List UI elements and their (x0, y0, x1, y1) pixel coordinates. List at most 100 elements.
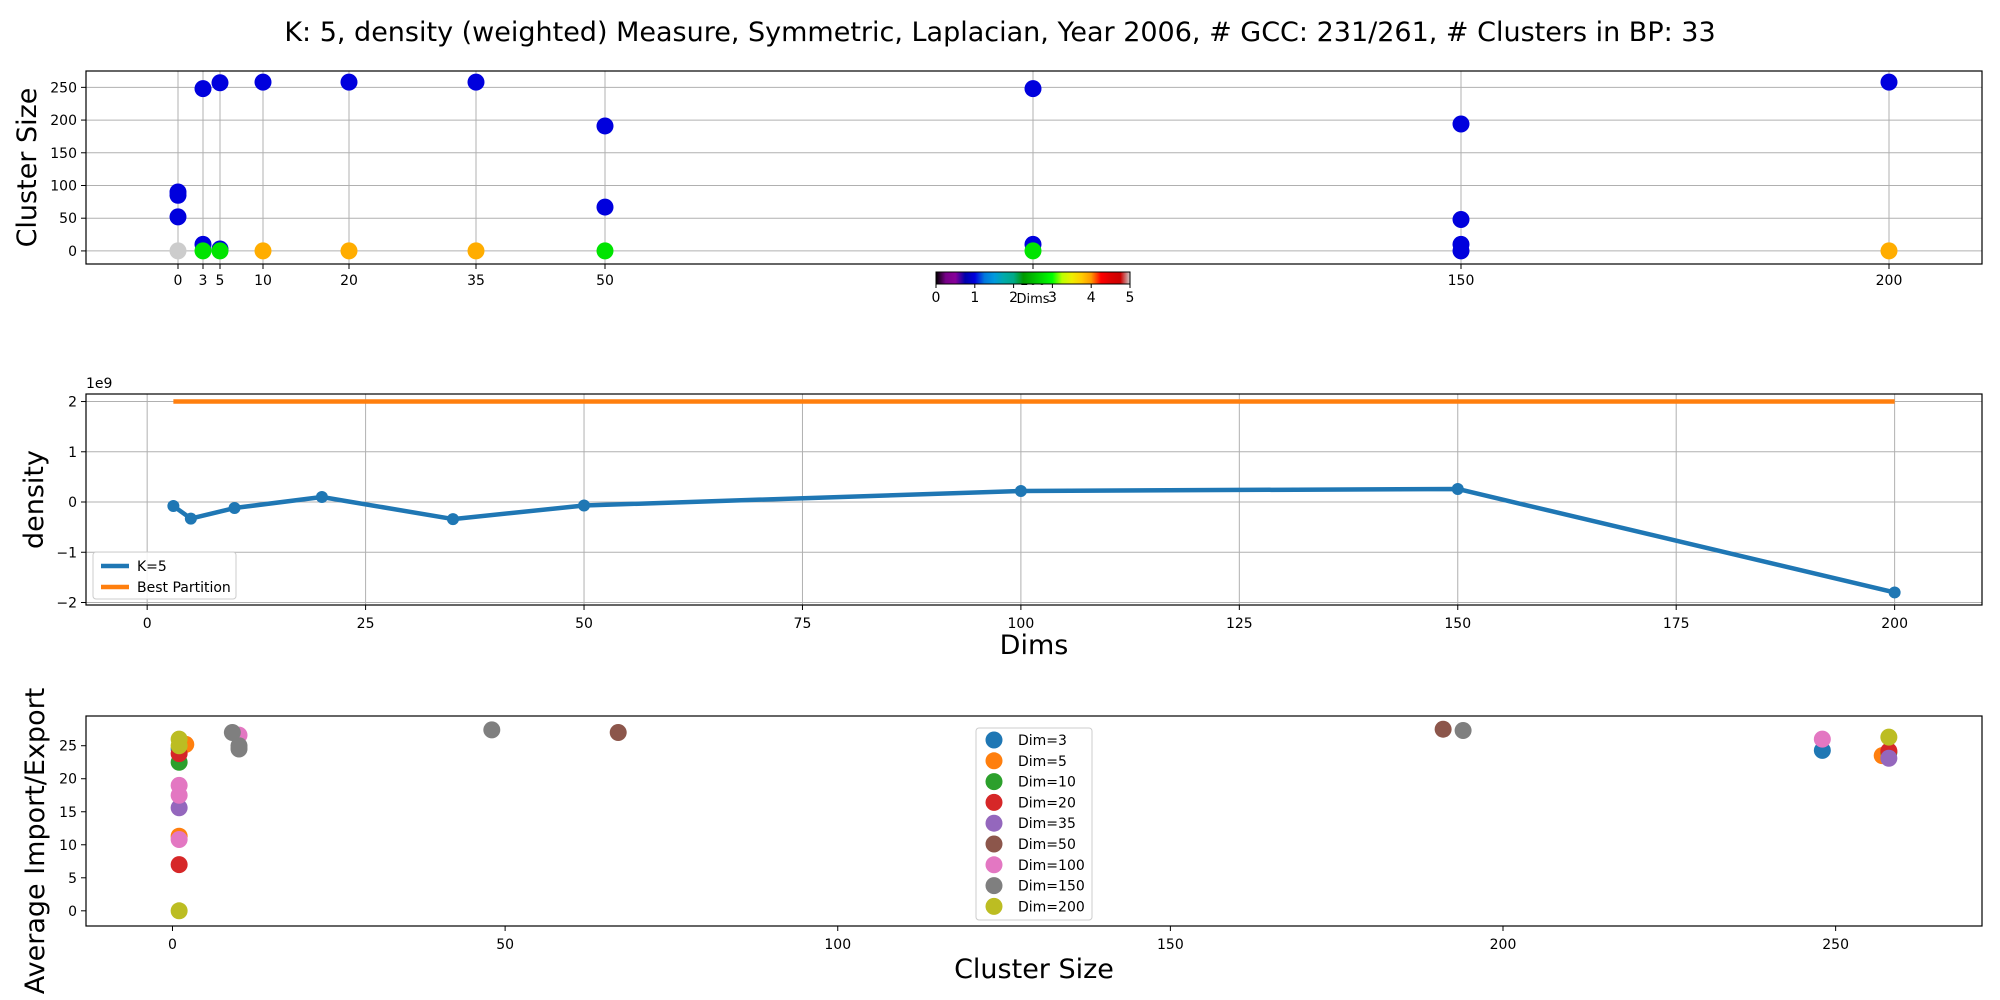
y-tick-label: 50 (59, 211, 77, 227)
legend-marker (985, 731, 1003, 749)
legend-marker (985, 897, 1003, 915)
y-tick-label: 20 (59, 772, 77, 788)
y-tick-label: 25 (59, 739, 77, 755)
x-tick-label: 150 (1448, 273, 1475, 289)
x-axis-label: Cluster Size (954, 954, 1114, 985)
data-point (170, 799, 188, 817)
data-point (223, 724, 241, 742)
legend-label: Dim=20 (1018, 795, 1076, 811)
x-tick-label: 35 (467, 273, 485, 289)
y-tick-label: −2 (56, 595, 77, 611)
colorbar-tick-label: 0 (932, 290, 941, 306)
data-point (1024, 242, 1042, 260)
colorbar-tick-label: 1 (970, 290, 979, 306)
y-tick-label: −1 (56, 545, 77, 561)
data-point-k5 (446, 513, 459, 526)
legend-label: Best Partition (137, 580, 231, 596)
x-tick-label: 250 (1822, 937, 1849, 953)
legend-marker (985, 814, 1003, 832)
cluster-size-panel: 05010015020025003510203550100150200Clust… (12, 70, 1983, 307)
figure-title: K: 5, density (weighted) Measure, Symmet… (284, 17, 1715, 48)
data-point (170, 776, 188, 794)
legend-label: Dim=3 (1018, 733, 1067, 749)
x-tick-label: 10 (254, 273, 272, 289)
data-point (483, 721, 501, 739)
x-tick-label: 50 (496, 937, 514, 953)
data-point-k5 (167, 500, 180, 513)
x-tick-label: 3 (199, 273, 208, 289)
x-tick-label: 150 (1157, 937, 1184, 953)
y-axis-label: density (19, 450, 50, 549)
data-point (169, 242, 187, 260)
data-point (596, 117, 614, 135)
x-tick-label: 200 (1881, 616, 1908, 632)
data-point (467, 73, 485, 91)
data-point-k5 (1888, 586, 1901, 599)
x-tick-label: 175 (1663, 616, 1690, 632)
data-point (1452, 115, 1470, 133)
data-point (211, 74, 229, 92)
data-point (254, 73, 272, 91)
data-point (1880, 73, 1898, 91)
legend-label: Dim=100 (1018, 858, 1085, 874)
colorbar (935, 271, 1131, 285)
data-point (1880, 749, 1898, 767)
data-point (169, 186, 187, 204)
y-tick-label: 15 (59, 805, 77, 821)
data-point (340, 242, 358, 260)
legend-label: Dim=10 (1018, 775, 1076, 791)
x-tick-label: 100 (1008, 616, 1035, 632)
legend-marker (985, 752, 1003, 770)
data-point-k5 (1014, 484, 1027, 497)
x-tick-label: 25 (357, 616, 375, 632)
y-tick-label: 150 (50, 146, 77, 162)
x-tick-label: 75 (794, 616, 812, 632)
y-tick-label: 100 (50, 178, 77, 194)
data-point (609, 724, 627, 742)
y-tick-label: 5 (68, 871, 77, 887)
legend-label: K=5 (137, 559, 167, 575)
data-point (340, 73, 358, 91)
colorbar-label: Dims (1016, 292, 1049, 307)
y-axis-label: Cluster Size (12, 88, 43, 248)
data-point (170, 730, 188, 748)
data-point-k5 (228, 502, 241, 515)
data-point (1454, 722, 1472, 740)
data-point (596, 198, 614, 216)
data-point (596, 242, 614, 260)
colorbar-tick-label: 5 (1126, 290, 1135, 306)
x-axis-label: Dims (1000, 630, 1069, 661)
x-tick-label: 0 (143, 616, 152, 632)
data-point (211, 242, 229, 260)
y-tick-label: 0 (68, 495, 77, 511)
legend-label: Dim=5 (1018, 754, 1067, 770)
y-tick-label: 1 (68, 445, 77, 461)
data-point (1024, 80, 1042, 98)
data-point-k5 (578, 499, 591, 512)
x-tick-label: 125 (1226, 616, 1253, 632)
legend-label: Dim=200 (1018, 899, 1085, 915)
legend-label: Dim=50 (1018, 837, 1076, 853)
x-tick-label: 20 (340, 273, 358, 289)
y-tick-label: 200 (50, 113, 77, 129)
x-tick-label: 200 (1490, 937, 1517, 953)
x-tick-label: 200 (1876, 273, 1903, 289)
y-tick-label: 2 (68, 395, 77, 411)
plot-frame (85, 715, 1983, 927)
x-tick-label: 150 (1444, 616, 1471, 632)
data-point (170, 830, 188, 848)
data-point (194, 80, 212, 98)
legend-box (975, 727, 1093, 921)
data-point (169, 208, 187, 226)
data-point (254, 242, 272, 260)
data-point (170, 902, 188, 920)
y-tick-label: 250 (50, 80, 77, 96)
y-axis-label: Average Import/Export (20, 688, 51, 995)
data-point-k5 (315, 490, 328, 503)
data-point (1880, 728, 1898, 746)
x-tick-label: 5 (216, 273, 225, 289)
plot-frame (85, 70, 1983, 265)
data-point (1880, 242, 1898, 260)
legend-marker (985, 773, 1003, 791)
